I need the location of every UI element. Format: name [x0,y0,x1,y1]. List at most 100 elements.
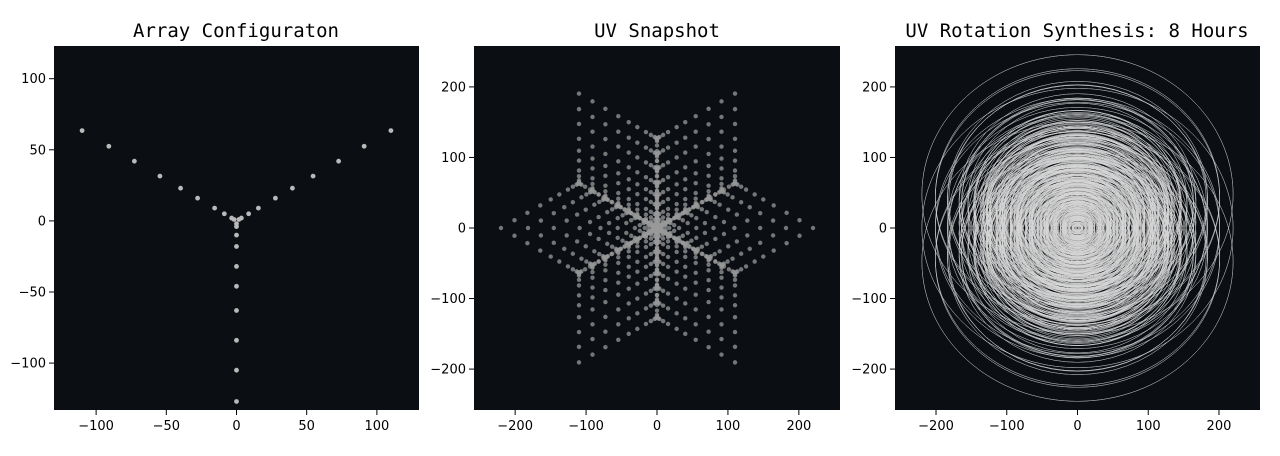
uv-sample-point [635,269,640,274]
uv-sample-point [683,202,688,207]
uv-track [967,122,1188,320]
uv-sample-point [693,280,698,285]
uv-sample-point [680,233,685,238]
uv-rotation-plot-area [895,46,1260,410]
uv-sample-point [706,151,711,157]
uv-track [1032,181,1123,264]
uv-track [1017,181,1138,290]
uv-sample-point [693,307,698,312]
uv-track [1004,153,1151,285]
uv-sample-point [590,307,595,312]
uv-snapshot-marks [498,91,816,365]
uv-sample-point [576,329,582,335]
y-tick-label: −200 [430,363,466,378]
uv-sample-point [716,261,722,266]
uv-sample-point [626,264,631,269]
uv-sample-point [583,207,588,212]
uv-sample-point [689,238,694,243]
antenna-point [221,211,227,217]
uv-track [921,54,1234,335]
y-tick-label: −200 [851,363,887,378]
uv-track [948,112,1207,344]
uv-sample-point [590,176,595,181]
uv-track [1018,186,1137,293]
uv-sample-point [616,113,621,119]
uv-sample-point [590,156,595,161]
uv-sample-point [743,264,749,269]
uv-sample-point [745,233,750,238]
uv-sample-point [693,270,698,275]
uv-sample-point [635,207,640,212]
uv-sample-point [732,360,738,365]
uv-sample-point [783,225,789,231]
uv-sample-point [732,315,738,320]
uv-sample-point [704,197,709,202]
uv-sample-point [719,181,724,187]
uv-sample-point [721,264,727,269]
uv-sample-point [719,336,724,342]
antenna-point [336,158,342,164]
uv-sample-point [657,191,662,197]
uv-sample-point [654,302,660,308]
antenna-point [273,195,278,201]
uv-sample-point [635,311,640,316]
uv-track [983,166,1172,336]
uv-sample-point [660,177,666,183]
uv-sample-point [626,196,631,202]
uv-sample-point [635,182,640,187]
uv-sample-point [660,251,666,257]
uv-sample-point [557,259,562,264]
uv-sample-point [665,187,671,192]
uv-track [1064,216,1091,240]
uv-track [1050,200,1105,249]
uv-track [1045,203,1110,261]
uv-sample-point [498,225,504,231]
uv-sample-point [570,267,576,272]
uv-sample-point [590,352,595,357]
uv-sample-point [726,267,732,272]
x-tick-label: −50 [153,419,180,434]
uv-sample-point [596,236,601,242]
uv-sample-point [624,240,629,246]
uv-track [1010,162,1145,283]
uv-sample-point [579,256,584,261]
antenna-point [234,263,239,269]
uv-sample-point [616,292,621,297]
uv-sample-point [683,249,688,254]
uv-sample-point [654,292,660,298]
uv-sample-point [683,177,688,182]
uv-sample-point [603,173,608,178]
uv-sample-point [562,246,567,252]
uv-sample-point [719,275,724,280]
uv-sample-point [626,187,631,192]
y-tick-label: 50 [29,143,46,158]
uv-sample-point [635,326,640,332]
uv-sample-point [635,201,640,207]
uv-sample-point [719,352,724,357]
uv-track [994,163,1161,313]
uv-sample-point [784,240,789,246]
uv-sample-point [699,251,705,256]
uv-sample-point [674,140,679,145]
uv-sample-point [576,303,582,308]
uv-sample-point [686,244,692,249]
uv-track [1032,192,1123,275]
uv-sample-point [761,254,766,259]
uv-sample-point [674,155,679,160]
y-tick-label: 200 [441,80,466,95]
uv-sample-point [721,231,727,237]
uv-sample-point [660,163,666,168]
uv-sample-point [747,246,752,252]
uv-sample-point [738,267,744,272]
uv-track [986,135,1169,300]
antenna-point [234,224,239,229]
uv-rotation-panel: UV Rotation Synthesis: 8 Hours −200 −100 0… [851,20,1260,434]
uv-sample-point [605,209,610,215]
uv-sample-point [716,190,722,195]
uv-track [1020,169,1135,273]
uv-sample-point [711,225,716,231]
y-tick-label: 100 [441,151,466,166]
uv-track [1051,201,1104,248]
uv-sample-point [643,206,649,212]
